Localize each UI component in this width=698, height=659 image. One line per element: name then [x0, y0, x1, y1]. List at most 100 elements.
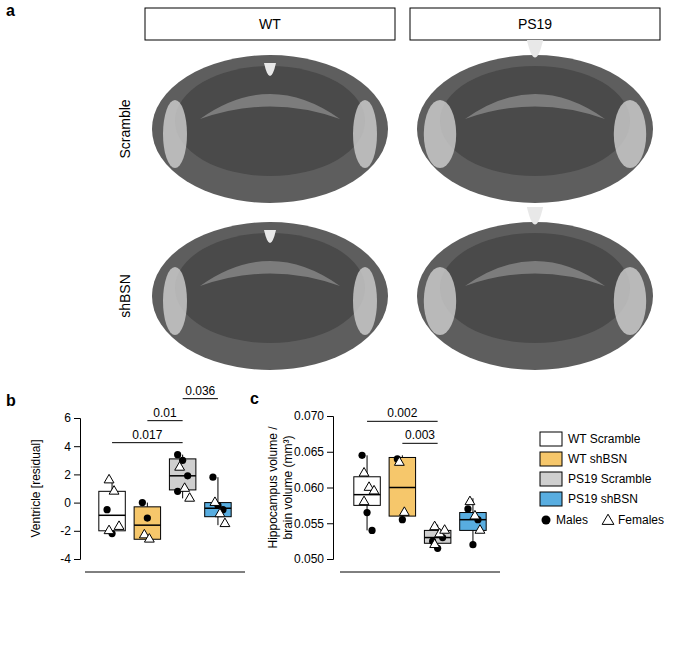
tick-label: 0.055 — [294, 517, 324, 531]
tick: 0 — [64, 496, 80, 510]
female-point — [215, 508, 225, 517]
tick-label: 2 — [64, 468, 71, 482]
tick-mark — [327, 416, 333, 417]
brain-image — [152, 55, 388, 203]
row-header: shBSN — [117, 274, 133, 318]
male-point — [144, 515, 151, 522]
legend-label: Females — [618, 513, 664, 527]
tick-mark — [74, 503, 80, 504]
tick-label: 0 — [64, 496, 71, 510]
brain-outline — [417, 55, 653, 203]
column-header-box — [410, 8, 660, 40]
column-header-box — [145, 8, 395, 40]
female-point — [430, 539, 440, 548]
significance-bracket — [147, 420, 182, 421]
female-point — [220, 518, 230, 527]
female-point — [114, 521, 124, 530]
female-point — [210, 497, 220, 506]
brain-ventricle — [527, 40, 543, 58]
significance-bracket — [112, 442, 183, 443]
p-value: 0.017 — [132, 428, 162, 442]
brain-lateral — [424, 100, 456, 168]
tick: 2 — [64, 468, 80, 482]
female-point — [175, 462, 185, 471]
row-header: Scramble — [117, 99, 133, 158]
brain-lateral — [163, 100, 187, 168]
tick-label: 0.065 — [294, 445, 324, 459]
female-point — [369, 485, 379, 494]
median — [134, 524, 160, 526]
female-point — [430, 521, 440, 530]
tick-label: -4 — [60, 552, 71, 566]
brain-outline — [152, 222, 388, 370]
legend-swatch — [540, 452, 562, 466]
column-header: WT — [259, 16, 281, 32]
plot-area — [354, 452, 486, 552]
tick: 0.060 — [294, 481, 333, 495]
p-value: 0.01 — [153, 406, 177, 420]
axis-line — [327, 417, 334, 560]
brain-image — [417, 40, 653, 203]
male-point — [464, 505, 471, 512]
median — [99, 515, 125, 517]
legend-label: WT shBSN — [568, 452, 627, 466]
brain-hippocampus — [465, 261, 605, 286]
female-point — [359, 468, 369, 477]
tick: 0.050 — [294, 552, 333, 566]
legend-marker — [542, 516, 551, 525]
brain-lateral — [353, 267, 377, 335]
female-point — [394, 457, 404, 466]
legend-label: WT Scramble — [568, 432, 641, 446]
axis-title: Ventricle [residual] — [29, 439, 43, 537]
tick: 0.065 — [294, 445, 333, 459]
brain-hippocampus — [465, 94, 605, 119]
female-point — [185, 493, 195, 502]
male-point — [139, 499, 146, 506]
legend-swatch — [540, 432, 562, 446]
median — [169, 475, 195, 477]
axis-title: brain volume (mm³) — [281, 435, 295, 539]
male-point — [368, 527, 375, 534]
brain-ventricle — [264, 63, 276, 76]
box — [134, 507, 160, 539]
female-point — [465, 496, 475, 505]
box — [99, 491, 125, 530]
male-point — [103, 506, 110, 513]
group-line — [340, 572, 500, 573]
legend-label: PS19 shBSN — [568, 492, 638, 506]
box — [354, 477, 380, 506]
male-point — [399, 516, 406, 523]
brain-outline — [152, 55, 388, 203]
female-point — [470, 510, 480, 519]
tick-mark — [327, 523, 333, 524]
brain-lateral — [424, 267, 456, 335]
male-point — [184, 472, 191, 479]
brain-lateral — [614, 267, 646, 335]
brain-lateral — [163, 267, 187, 335]
brain-lateral — [614, 100, 646, 168]
significance-bracket — [367, 421, 438, 422]
legend-swatch — [540, 472, 562, 486]
whisker — [147, 503, 148, 507]
p-value: 0.036 — [185, 384, 215, 398]
tick-mark — [74, 446, 80, 447]
female-point — [104, 474, 114, 483]
brain-cortex — [175, 233, 365, 343]
male-point — [469, 541, 476, 548]
brain-ventricle — [527, 207, 543, 225]
brain-ventricle — [264, 230, 276, 243]
brain-cortex — [175, 66, 365, 176]
male-point — [174, 451, 181, 458]
tick: -4 — [60, 552, 80, 566]
whisker — [217, 477, 218, 502]
tick: 6 — [64, 411, 80, 425]
panel-label: c — [250, 390, 259, 407]
group-line — [85, 572, 245, 573]
y-axis: 0.0500.0550.0600.0650.070 — [294, 409, 334, 566]
female-point — [109, 486, 119, 495]
female-point — [144, 534, 154, 543]
axis-title: Hippocampus volume / — [266, 426, 280, 549]
tick: 4 — [64, 440, 80, 454]
tick-mark — [327, 559, 333, 560]
male-point — [363, 509, 370, 516]
